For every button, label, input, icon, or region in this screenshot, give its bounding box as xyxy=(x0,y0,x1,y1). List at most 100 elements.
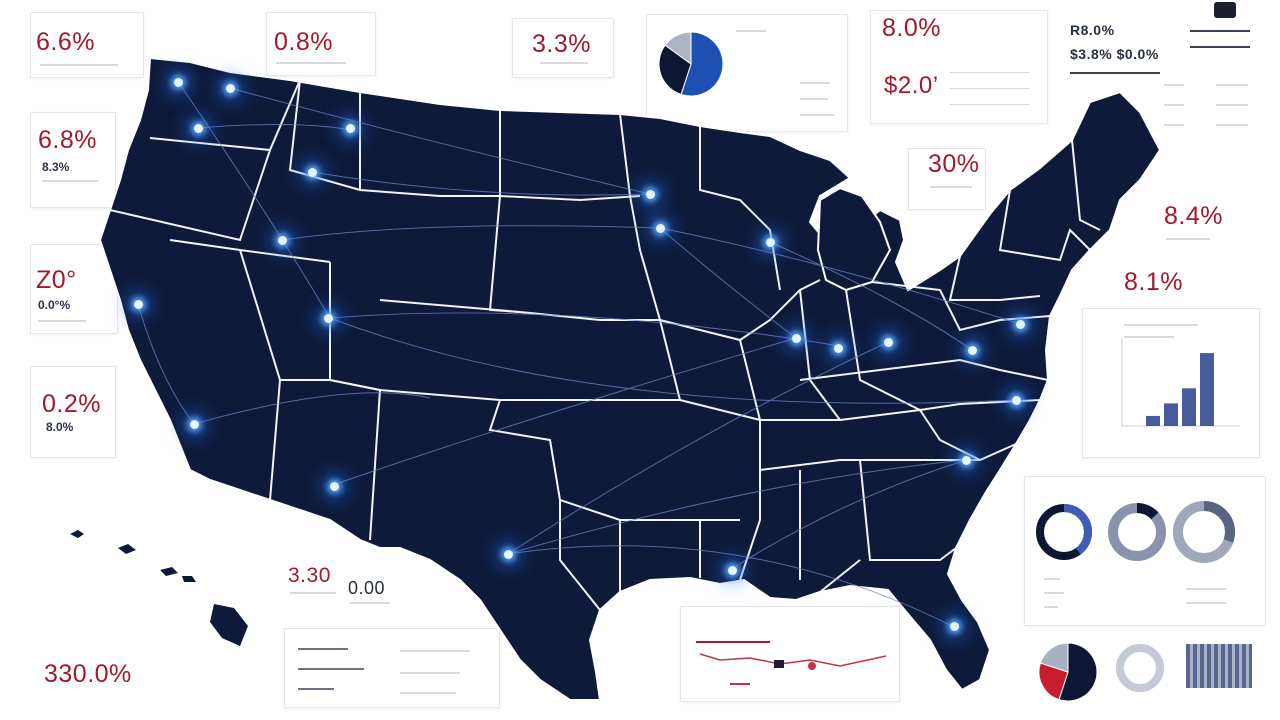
city-node xyxy=(950,622,959,631)
us-mainland xyxy=(98,56,1162,701)
city-node xyxy=(324,314,333,323)
stat-value-right-3: 8.1% xyxy=(1124,268,1183,296)
legend-line xyxy=(1186,588,1226,590)
city-node xyxy=(962,456,971,465)
stat-value-top-3: 3.3% xyxy=(532,30,591,58)
city-node xyxy=(968,346,977,355)
money-card xyxy=(870,10,1048,124)
header-line xyxy=(1190,30,1250,32)
header-line xyxy=(1190,46,1250,48)
logo-mark xyxy=(1214,2,1236,18)
bar xyxy=(1146,415,1160,426)
stat-value-top-right: 8.0% xyxy=(882,14,941,42)
stat-card-top-2 xyxy=(266,12,376,76)
bar xyxy=(1164,403,1178,426)
divider xyxy=(1166,238,1210,240)
stat-value-right-1: 30% xyxy=(928,150,980,178)
legend-line xyxy=(800,98,828,100)
city-node xyxy=(646,190,655,199)
donut-row xyxy=(1036,501,1235,563)
stat-value-left-3: 0.2% xyxy=(42,390,101,418)
table-line xyxy=(298,668,364,670)
stat-card-top-1 xyxy=(30,12,144,78)
stat-value-left-1: 6.8% xyxy=(38,126,97,154)
table-line xyxy=(400,692,456,694)
city-node xyxy=(884,338,893,347)
legend-line xyxy=(1124,336,1174,338)
pie-slice xyxy=(1039,642,1069,673)
city-node xyxy=(1012,396,1021,405)
city-node xyxy=(346,124,355,133)
header-line xyxy=(1216,124,1248,126)
table-line xyxy=(950,72,1030,73)
city-node xyxy=(174,78,183,87)
stat-value-right-2: 8.4% xyxy=(1164,202,1223,230)
table-line xyxy=(400,650,470,652)
pie-slice xyxy=(680,31,724,97)
stat-value-top-2: 0.8% xyxy=(274,28,333,56)
stat-value-left-2: Z0° xyxy=(36,266,77,294)
divider xyxy=(930,186,972,188)
legend-line xyxy=(800,114,834,116)
table-line xyxy=(950,88,1030,89)
pie-slice xyxy=(1038,662,1069,701)
city-node xyxy=(834,344,843,353)
divider xyxy=(42,180,98,182)
stat-value-money: $2.0’ xyxy=(884,72,939,99)
legend-line xyxy=(1124,324,1198,326)
divider xyxy=(290,592,336,594)
divider xyxy=(540,62,588,64)
city-node xyxy=(190,420,199,429)
legend-line xyxy=(1044,578,1060,580)
stat-value-bottom-left: 330.0% xyxy=(44,660,132,688)
legend-line xyxy=(800,82,830,84)
divider xyxy=(38,320,86,322)
stat-sub-left-2: 0.0°% xyxy=(38,298,71,312)
legend-line xyxy=(1044,606,1058,608)
legend-line xyxy=(1186,602,1226,604)
hawaii xyxy=(70,530,248,646)
table-line xyxy=(950,104,1030,105)
pie-slice xyxy=(664,31,692,65)
line-chart xyxy=(696,641,887,685)
bar-chart xyxy=(1121,338,1240,427)
stat-sub-left-1: 8.3% xyxy=(42,160,70,174)
city-node xyxy=(226,84,235,93)
stat-value-top-1: 6.6% xyxy=(36,28,95,56)
table-line xyxy=(400,672,460,674)
pie-chart-bottom xyxy=(1038,642,1098,702)
stat-value-bottom-mid: 3.30 xyxy=(288,564,331,587)
header-line xyxy=(1164,104,1184,106)
stat-card-right-1 xyxy=(908,148,986,210)
table-line xyxy=(298,688,334,690)
stat-sub-left-3: 8.0% xyxy=(46,420,74,434)
stat-card-bottom-mid xyxy=(270,556,412,618)
state-borders xyxy=(109,79,1101,611)
stat-card-left-3 xyxy=(30,366,116,458)
stat-card-left-1 xyxy=(30,112,116,208)
legend-line xyxy=(736,30,766,32)
pie-chart xyxy=(658,31,724,97)
city-node xyxy=(766,238,775,247)
bar-card xyxy=(1082,308,1260,458)
line-card xyxy=(680,606,900,702)
michigan xyxy=(816,186,892,292)
city-node xyxy=(1016,320,1025,329)
city-node xyxy=(330,482,339,491)
city-node xyxy=(656,224,665,233)
stat-value-bottom-mid-2: 0.00 xyxy=(348,578,386,598)
stat-card-top-3 xyxy=(512,18,614,78)
city-node xyxy=(728,566,737,575)
header-line-2: $3.8% $0.0% xyxy=(1070,46,1159,62)
header-line-1: R8.0% xyxy=(1070,22,1115,38)
ring-chart-bottom xyxy=(1116,644,1164,692)
stat-card-right-2 xyxy=(1150,190,1258,252)
divider xyxy=(276,62,346,64)
header-line xyxy=(1164,124,1184,126)
divider xyxy=(350,602,390,604)
data-table-bottom xyxy=(1186,644,1252,688)
city-node xyxy=(504,550,513,559)
legend-line xyxy=(1044,592,1064,594)
header-line xyxy=(1216,84,1248,86)
